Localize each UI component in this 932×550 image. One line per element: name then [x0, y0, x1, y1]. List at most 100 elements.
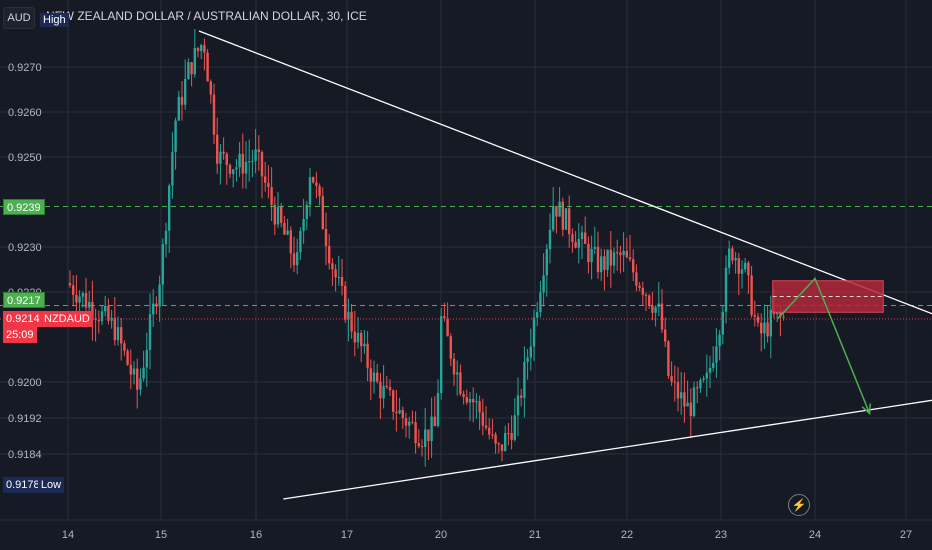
candle-body [561, 201, 564, 230]
candle-body [664, 329, 667, 342]
candle-body [248, 161, 251, 163]
candle-body [94, 318, 97, 320]
candle-body [660, 303, 664, 330]
candle-body [91, 301, 94, 319]
candle-body [235, 167, 238, 170]
candle-body [331, 263, 334, 270]
candle-body [392, 390, 395, 412]
candle-body [436, 393, 440, 427]
candle-body [468, 399, 472, 403]
x-tick-label: 14 [62, 529, 74, 541]
x-tick-label: 17 [341, 529, 353, 541]
candle-body [465, 397, 468, 403]
candle-body [491, 434, 494, 436]
candle-body [209, 81, 212, 95]
candle-body [219, 151, 222, 164]
candle-body [129, 364, 132, 375]
candle-body [417, 443, 420, 447]
candle-body [203, 45, 206, 53]
chart-title: NEW ZEALAND DOLLAR / AUSTRALIAN DOLLAR, … [46, 9, 367, 23]
candle-body [388, 386, 392, 391]
candle-body [116, 327, 120, 341]
trendline [283, 399, 932, 500]
candle-body [628, 257, 632, 260]
candle-body [84, 293, 88, 308]
x-axis: 14 15 16 17 20 21 22 23 24 27 [0, 519, 932, 541]
candle-body [113, 317, 116, 341]
candle-body [395, 411, 398, 414]
candle-body [254, 149, 257, 161]
candle-body [337, 277, 340, 279]
candle-body [340, 277, 344, 286]
candle-body [504, 432, 507, 452]
candle-body [72, 285, 75, 295]
candle-body [145, 349, 148, 368]
low-badge: Low [38, 477, 64, 493]
candle-body [107, 305, 110, 321]
candle-body [78, 296, 81, 303]
candle-body [344, 285, 347, 320]
y-tick-label: 0.9250 [8, 152, 42, 164]
chart-grid [0, 0, 932, 520]
candle-body [644, 294, 648, 296]
candle-body [654, 307, 657, 313]
candle-body [225, 153, 228, 165]
candle-body [750, 275, 753, 316]
candle-body [689, 402, 692, 417]
candle-body [411, 421, 414, 423]
candle-body [68, 283, 72, 286]
currency-badge[interactable]: AUD [3, 7, 35, 29]
symbol-tag: NZDAUD [41, 311, 93, 327]
candle-body [702, 378, 705, 381]
candle-body [545, 249, 548, 276]
candle-body [472, 399, 475, 403]
candle-body [350, 311, 353, 332]
candle-body [619, 252, 622, 256]
candle-body [260, 152, 264, 177]
candle-body [196, 48, 200, 52]
x-tick-label: 15 [155, 529, 167, 541]
candle-body [420, 446, 424, 448]
candle-body [548, 229, 552, 250]
candle-body [132, 368, 136, 375]
current-price-tag: 0.9214 [3, 311, 43, 327]
candle-body [740, 269, 744, 274]
candle-body [552, 206, 555, 230]
candle-body [609, 249, 612, 266]
candle-body [372, 372, 376, 382]
candle-body [625, 250, 628, 258]
lightning-icon[interactable]: ⚡ [788, 494, 810, 516]
candle-body [555, 206, 558, 217]
candle-body [228, 164, 232, 174]
candle-body [513, 415, 516, 440]
candle-body [382, 385, 385, 399]
level-price-tag-upper: 0.9239 [3, 199, 45, 215]
candle-body [273, 204, 276, 225]
candle-body [715, 346, 718, 363]
candle-body [676, 382, 680, 399]
candle-body [606, 249, 609, 270]
candle-body [737, 258, 740, 274]
candle-body [369, 368, 372, 382]
candle-body [152, 303, 155, 315]
candle-body [507, 432, 510, 434]
candle-body [638, 285, 641, 288]
candle-body [222, 151, 225, 154]
candle-body [276, 206, 280, 225]
candle-body [356, 332, 360, 343]
candle-body [244, 161, 248, 174]
x-tick-label: 24 [809, 529, 821, 541]
candle-body [651, 305, 654, 313]
candle-body [520, 395, 523, 398]
candle-body [568, 208, 571, 235]
candle-body [305, 204, 308, 220]
candle-body [283, 222, 286, 235]
candle-body [475, 401, 478, 403]
candle-body [699, 380, 702, 389]
candles [68, 29, 785, 467]
candle-body [347, 311, 350, 320]
candle-body [296, 252, 299, 266]
candle-body [75, 294, 78, 303]
candle-body [180, 96, 184, 105]
